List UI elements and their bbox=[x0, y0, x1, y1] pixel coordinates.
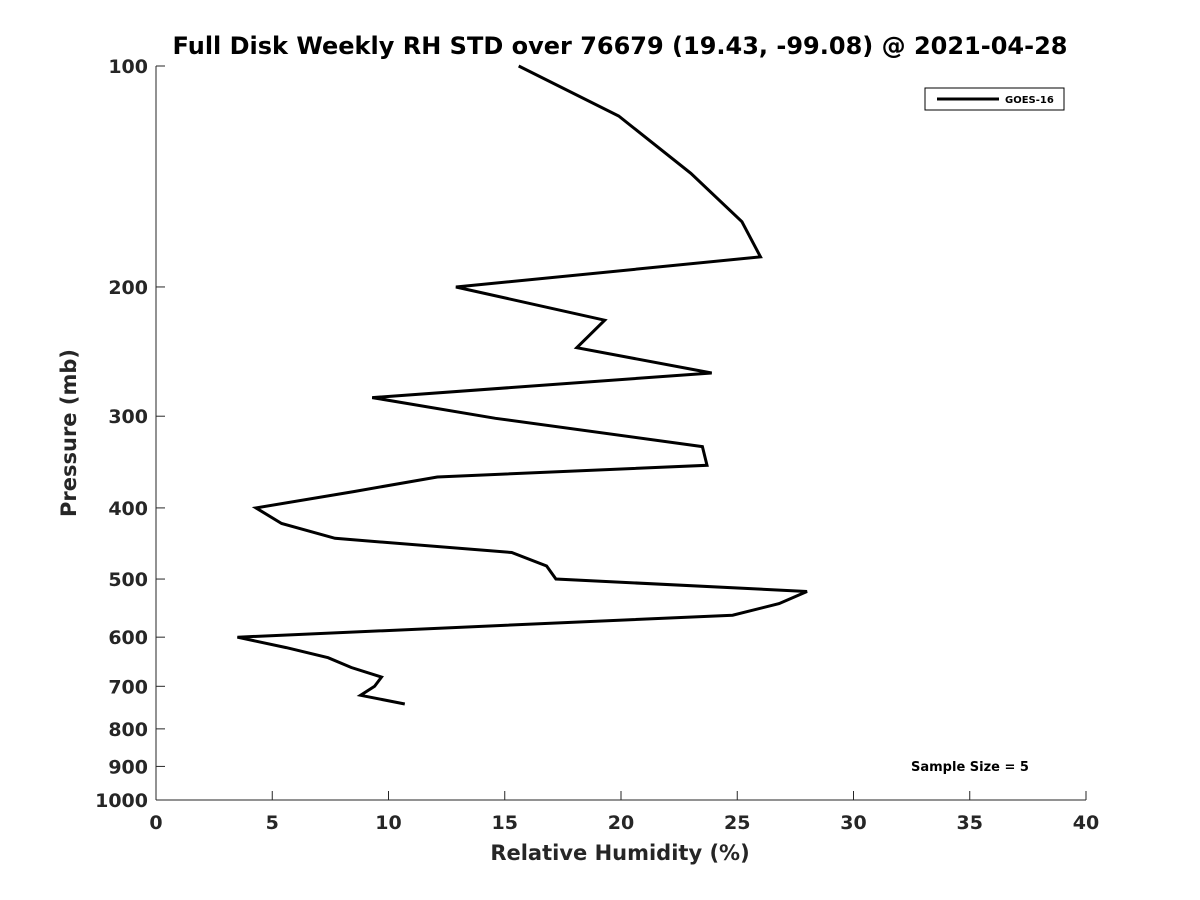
plot-area: 0 5 10 15 20 25 30 35 40 100 200 300 400 500 600 700 80… bbox=[95, 56, 1099, 834]
series-line-goes-16 bbox=[237, 64, 808, 706]
x-tick-label: 5 bbox=[266, 812, 279, 834]
x-tick-label: 10 bbox=[375, 812, 401, 834]
legend-label-goes-16: GOES-16 bbox=[1005, 95, 1054, 106]
y-tick-label: 400 bbox=[108, 498, 148, 520]
legend: GOES-16 bbox=[924, 87, 1065, 111]
y-tick-label: 200 bbox=[108, 277, 148, 299]
x-axis-label: Relative Humidity (%) bbox=[490, 841, 749, 865]
y-tick-label: 800 bbox=[108, 719, 148, 741]
y-tick-label: 900 bbox=[108, 756, 148, 778]
x-tick-label: 30 bbox=[840, 812, 866, 834]
x-axis-ticks: 0 5 10 15 20 25 30 35 40 bbox=[149, 791, 1099, 834]
x-tick-label: 15 bbox=[492, 812, 518, 834]
y-tick-label: 600 bbox=[108, 627, 148, 649]
x-tick-label: 25 bbox=[724, 812, 750, 834]
y-tick-label: 1000 bbox=[95, 790, 148, 812]
y-axis-label: Pressure (mb) bbox=[57, 349, 81, 517]
x-tick-label: 20 bbox=[608, 812, 634, 834]
y-axis-ticks: 100 200 300 400 500 600 700 800 900 1000 bbox=[95, 56, 165, 812]
y-tick-label: 300 bbox=[108, 406, 148, 428]
x-tick-label: 40 bbox=[1073, 812, 1099, 834]
y-tick-label: 100 bbox=[108, 56, 148, 78]
y-tick-label: 500 bbox=[108, 569, 148, 591]
chart-title: Full Disk Weekly RH STD over 76679 (19.4… bbox=[173, 32, 1068, 60]
sample-size-annotation: Sample Size = 5 bbox=[911, 760, 1029, 775]
y-tick-label: 700 bbox=[108, 676, 148, 698]
x-tick-label: 0 bbox=[149, 812, 162, 834]
x-tick-label: 35 bbox=[957, 812, 983, 834]
